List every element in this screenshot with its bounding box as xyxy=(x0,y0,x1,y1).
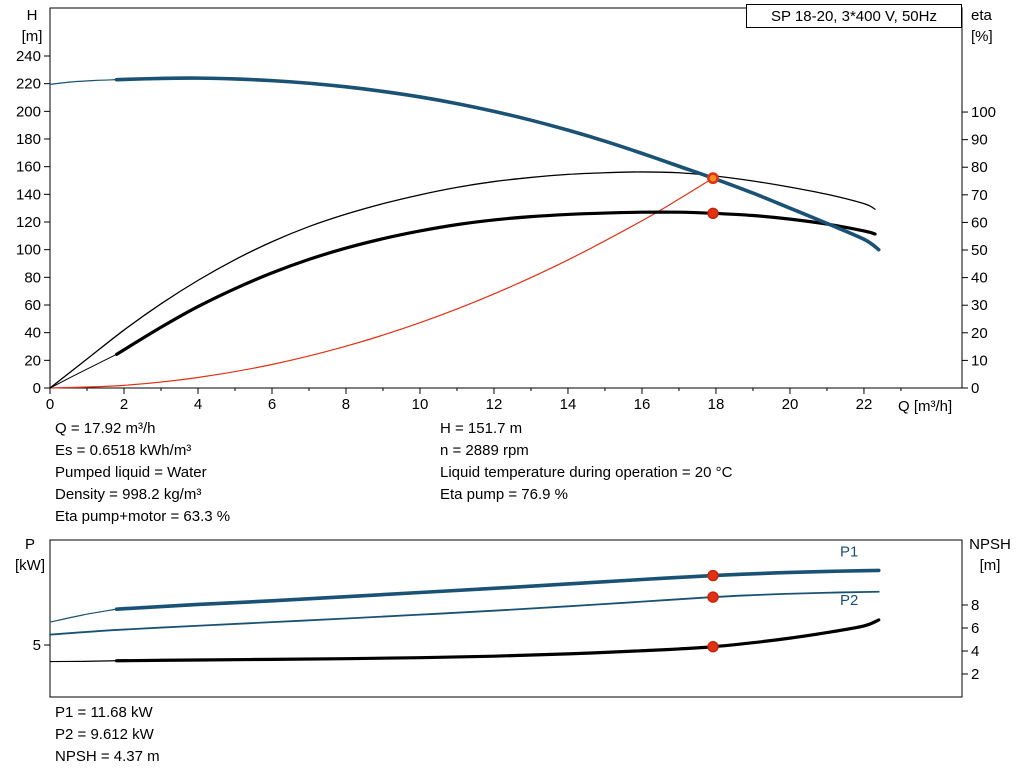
right-tick-label: 70 xyxy=(971,187,988,204)
h-axis-title: H [m] xyxy=(12,5,52,47)
plot-border xyxy=(49,539,963,698)
left-tick-label: 0 xyxy=(33,380,41,397)
left-tick-label: 5 xyxy=(33,637,41,654)
series-label-p1: P1 xyxy=(840,544,858,561)
eta-axis-title: eta [%] xyxy=(971,5,1021,47)
h-axis-title-line1: H xyxy=(26,7,38,24)
info-p1: P1 = 11.68 kW xyxy=(55,704,153,721)
x-tick-label: 12 xyxy=(486,396,503,413)
right-tick-label: 40 xyxy=(971,270,988,287)
info-flow: Q = 17.92 m³/h xyxy=(55,420,156,437)
plot-border xyxy=(49,7,963,389)
npsh-axis-title-line2: [m] xyxy=(979,557,1001,574)
left-tick-label: 160 xyxy=(16,159,41,176)
x-tick-label: 2 xyxy=(120,396,128,413)
info-eta-pump-motor: Eta pump+motor = 63.3 % xyxy=(55,508,231,525)
x-tick-label: 6 xyxy=(268,396,276,413)
pump-model-title-box: SP 18-20, 3*400 V, 50Hz xyxy=(746,4,962,28)
series-npsh-min-flow xyxy=(49,660,118,663)
left-tick-label: 180 xyxy=(16,131,41,148)
right-tick-label: 6 xyxy=(971,620,979,637)
series-npsh xyxy=(114,618,881,663)
npsh-axis-title: NPSH [m] xyxy=(960,534,1020,576)
pump-model-title: SP 18-20, 3*400 V, 50Hz xyxy=(771,7,937,25)
x-tick-label: 16 xyxy=(634,396,651,413)
p-axis-title: P [kW] xyxy=(8,534,52,576)
info-liquid-temperature: Liquid temperature during operation = 20… xyxy=(440,464,733,481)
right-tick-label: 80 xyxy=(971,159,988,176)
left-tick-label: 100 xyxy=(16,242,41,259)
x-tick-label: 10 xyxy=(412,396,429,413)
duty-point-marker[interactable] xyxy=(707,591,719,603)
right-tick-label: 2 xyxy=(971,666,979,683)
right-tick-label: 50 xyxy=(971,242,988,259)
duty-point-marker[interactable] xyxy=(707,207,719,220)
left-tick-label: 220 xyxy=(16,76,41,93)
p-axis-title-line1: P xyxy=(24,536,35,553)
right-tick-label: 100 xyxy=(971,104,996,121)
x-tick-label: 8 xyxy=(342,396,350,413)
left-tick-label: 120 xyxy=(16,214,41,231)
right-tick-label: 30 xyxy=(971,297,988,314)
series-eta-pump-motor-min-flow xyxy=(49,353,118,389)
x-tick-label: 22 xyxy=(856,396,873,413)
h-axis-title-line2: [m] xyxy=(21,28,43,45)
series-eta-pump-motor xyxy=(114,210,877,356)
p-axis-title-line2: [kW] xyxy=(15,557,45,574)
right-tick-label: 90 xyxy=(971,132,988,149)
series-eta-pump xyxy=(49,171,876,389)
info-head: H = 151.7 m xyxy=(440,420,523,437)
right-tick-label: 4 xyxy=(971,643,979,660)
x-tick-label: 14 xyxy=(560,396,577,413)
series-p1 xyxy=(114,568,881,611)
x-tick-label: 0 xyxy=(46,396,54,413)
info-npsh: NPSH = 4.37 m xyxy=(55,748,160,765)
power-npsh-chart: 5 2 4 6 8 P1 P2 xyxy=(33,539,979,698)
info-density: Density = 998.2 kg/m³ xyxy=(55,486,202,503)
duty-point-marker[interactable] xyxy=(707,569,719,582)
info-p2: P2 = 9.612 kW xyxy=(55,726,154,743)
left-tick-label: 140 xyxy=(16,186,41,203)
power-data-block: P1 = 11.68 kW P2 = 9.612 kW NPSH = 4.37 … xyxy=(55,702,160,768)
info-pumped-liquid: Pumped liquid = Water xyxy=(55,464,207,481)
eta-axis-title-line1: eta xyxy=(971,7,992,24)
right-tick-label: 20 xyxy=(971,325,988,342)
right-tick-label: 0 xyxy=(971,380,979,397)
info-eta-pump: Eta pump = 76.9 % xyxy=(440,486,568,503)
left-tick-label: 60 xyxy=(24,297,41,314)
hq-eta-chart: 0 2 4 6 8 10 12 14 16 18 20 22020406080100120140160… xyxy=(16,7,996,413)
series-p1-min-flow xyxy=(49,608,118,623)
left-tick-label: 40 xyxy=(24,325,41,342)
left-tick-label: 20 xyxy=(24,352,41,369)
series-label-p2: P2 xyxy=(840,592,858,609)
eta-axis-title-line2: [%] xyxy=(971,28,993,45)
series-system-curve xyxy=(49,177,714,389)
info-specific-energy: Es = 0.6518 kWh/m³ xyxy=(55,442,192,459)
x-tick-label: 4 xyxy=(194,396,202,413)
left-tick-label: 240 xyxy=(16,48,41,65)
npsh-axis-title-line1: NPSH xyxy=(969,536,1011,553)
duty-point-marker[interactable] xyxy=(707,641,719,653)
left-tick-label: 80 xyxy=(24,269,41,286)
right-tick-label: 10 xyxy=(971,352,988,369)
right-tick-label: 8 xyxy=(971,597,979,614)
duty-data-right: H = 151.7 m n = 2889 rpm Liquid temperat… xyxy=(440,418,732,506)
q-axis-title: Q [m³/h] xyxy=(898,398,953,415)
right-tick-label: 60 xyxy=(971,214,988,231)
series-hq xyxy=(114,76,881,252)
duty-point-marker[interactable] xyxy=(707,172,719,185)
info-speed: n = 2889 rpm xyxy=(440,442,529,459)
series-p2 xyxy=(49,590,880,636)
x-tick-label: 20 xyxy=(782,396,799,413)
left-tick-label: 200 xyxy=(16,103,41,120)
duty-data-left: Q = 17.92 m³/h Es = 0.6518 kWh/m³ Pumped… xyxy=(55,418,230,528)
series-hq-min-flow xyxy=(49,79,118,85)
x-tick-label: 18 xyxy=(708,396,725,413)
